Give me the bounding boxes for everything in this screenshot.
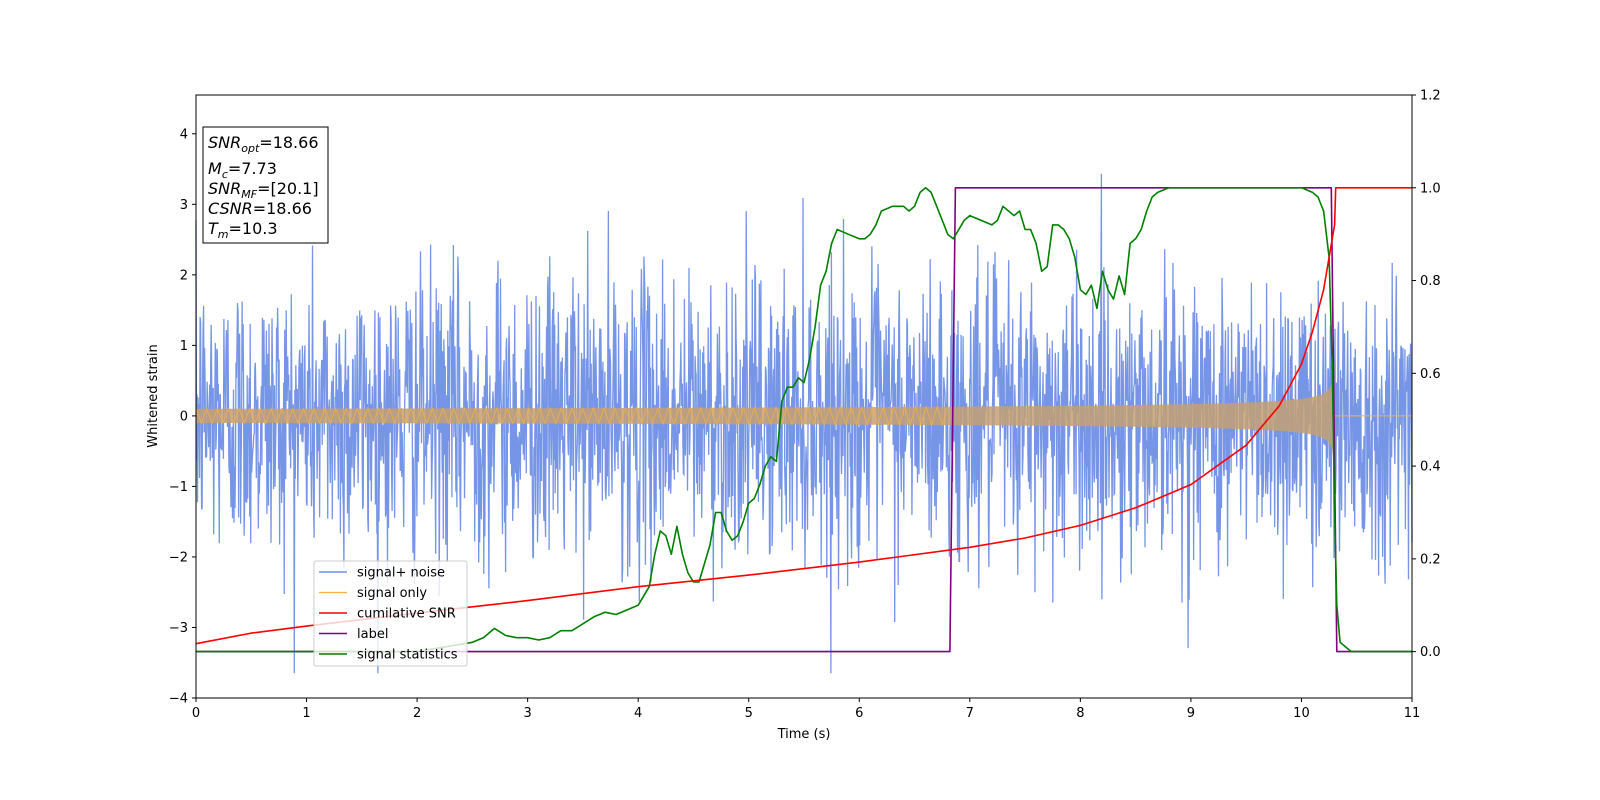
y-tick-label-right: 0.4 — [1420, 460, 1441, 475]
info-box: SNRopt=18.66 Mc=7.73SNRMF=[20.1]CSNR=18.6… — [202, 126, 329, 244]
signal-statistics-line — [196, 187, 1412, 653]
signal-only-envelope — [196, 361, 1335, 470]
y-tick-label-left: 3 — [180, 198, 188, 213]
y-tick-label-right: 0.8 — [1420, 274, 1441, 289]
y-tick-label-right: 0.2 — [1420, 552, 1441, 567]
y-axis-left: 4 3 2 1 0 −1 −2 −3 −4 — [169, 127, 196, 707]
signal-noise-series — [195, 173, 1413, 674]
y-tick-label-left: 2 — [180, 268, 188, 283]
signal-only-line — [195, 404, 949, 427]
signal-noise-line — [195, 173, 1413, 674]
info-box-row: CSNR=18.66 — [208, 199, 312, 218]
y-tick-label-left: −2 — [169, 550, 188, 565]
x-tick-label: 6 — [855, 706, 863, 721]
y-axis-right: 1.2 1.0 0.8 0.6 0.4 0.2 0.0 — [1412, 89, 1441, 660]
legend: signal+ noise signal only cumilative SNR la… — [313, 560, 468, 667]
y-tick-label-right: 0.0 — [1420, 645, 1441, 660]
legend-item-label: cumilative SNR — [357, 607, 456, 622]
y-tick-label-left: 1 — [180, 339, 188, 354]
y-tick-label-left: 0 — [180, 409, 188, 424]
y-tick-label-left: −3 — [169, 621, 188, 636]
y-tick-label-right: 1.0 — [1420, 181, 1441, 196]
info-box-row: Tm=10.3 — [208, 219, 278, 241]
y-tick-label-left: 4 — [180, 127, 188, 142]
x-tick-label: 11 — [1404, 706, 1421, 721]
legend-item-label: signal only — [357, 586, 427, 601]
x-tick-label: 0 — [192, 706, 200, 721]
x-tick-label: 1 — [302, 706, 310, 721]
legend-item-label: signal statistics — [357, 648, 458, 663]
plot-frame — [195, 94, 1413, 699]
info-box-row: Mc=7.73 — [208, 159, 277, 181]
info-box-frame — [202, 126, 329, 244]
y-tick-label-right: 1.2 — [1420, 89, 1441, 104]
x-tick-label: 8 — [1076, 706, 1084, 721]
legend-item-label: signal+ noise — [357, 566, 445, 581]
x-axis: 0 1 2 3 4 5 6 7 8 9 10 11 — [192, 698, 1420, 721]
x-tick-label: 4 — [634, 706, 642, 721]
x-tick-label: 10 — [1293, 706, 1310, 721]
x-axis-label: Time (s) — [777, 727, 831, 742]
label-line — [196, 187, 1412, 653]
x-tick-label: 7 — [966, 706, 974, 721]
legend-frame — [313, 560, 468, 667]
info-box-row: SNRMF=[20.1] — [208, 179, 319, 201]
x-tick-label: 9 — [1187, 706, 1195, 721]
x-tick-label: 2 — [413, 706, 421, 721]
y-tick-label-left: −1 — [169, 480, 188, 495]
signal-only-series — [195, 361, 1412, 470]
x-tick-label: 3 — [523, 706, 531, 721]
y-tick-label-right: 0.6 — [1420, 367, 1441, 382]
y-tick-label-left: −4 — [169, 692, 188, 707]
info-box-row: SNRopt=18.66 — [208, 133, 319, 155]
y-axis-label: Whitened strain — [146, 344, 161, 447]
legend-item-label: label — [357, 627, 388, 642]
x-tick-label: 5 — [745, 706, 753, 721]
